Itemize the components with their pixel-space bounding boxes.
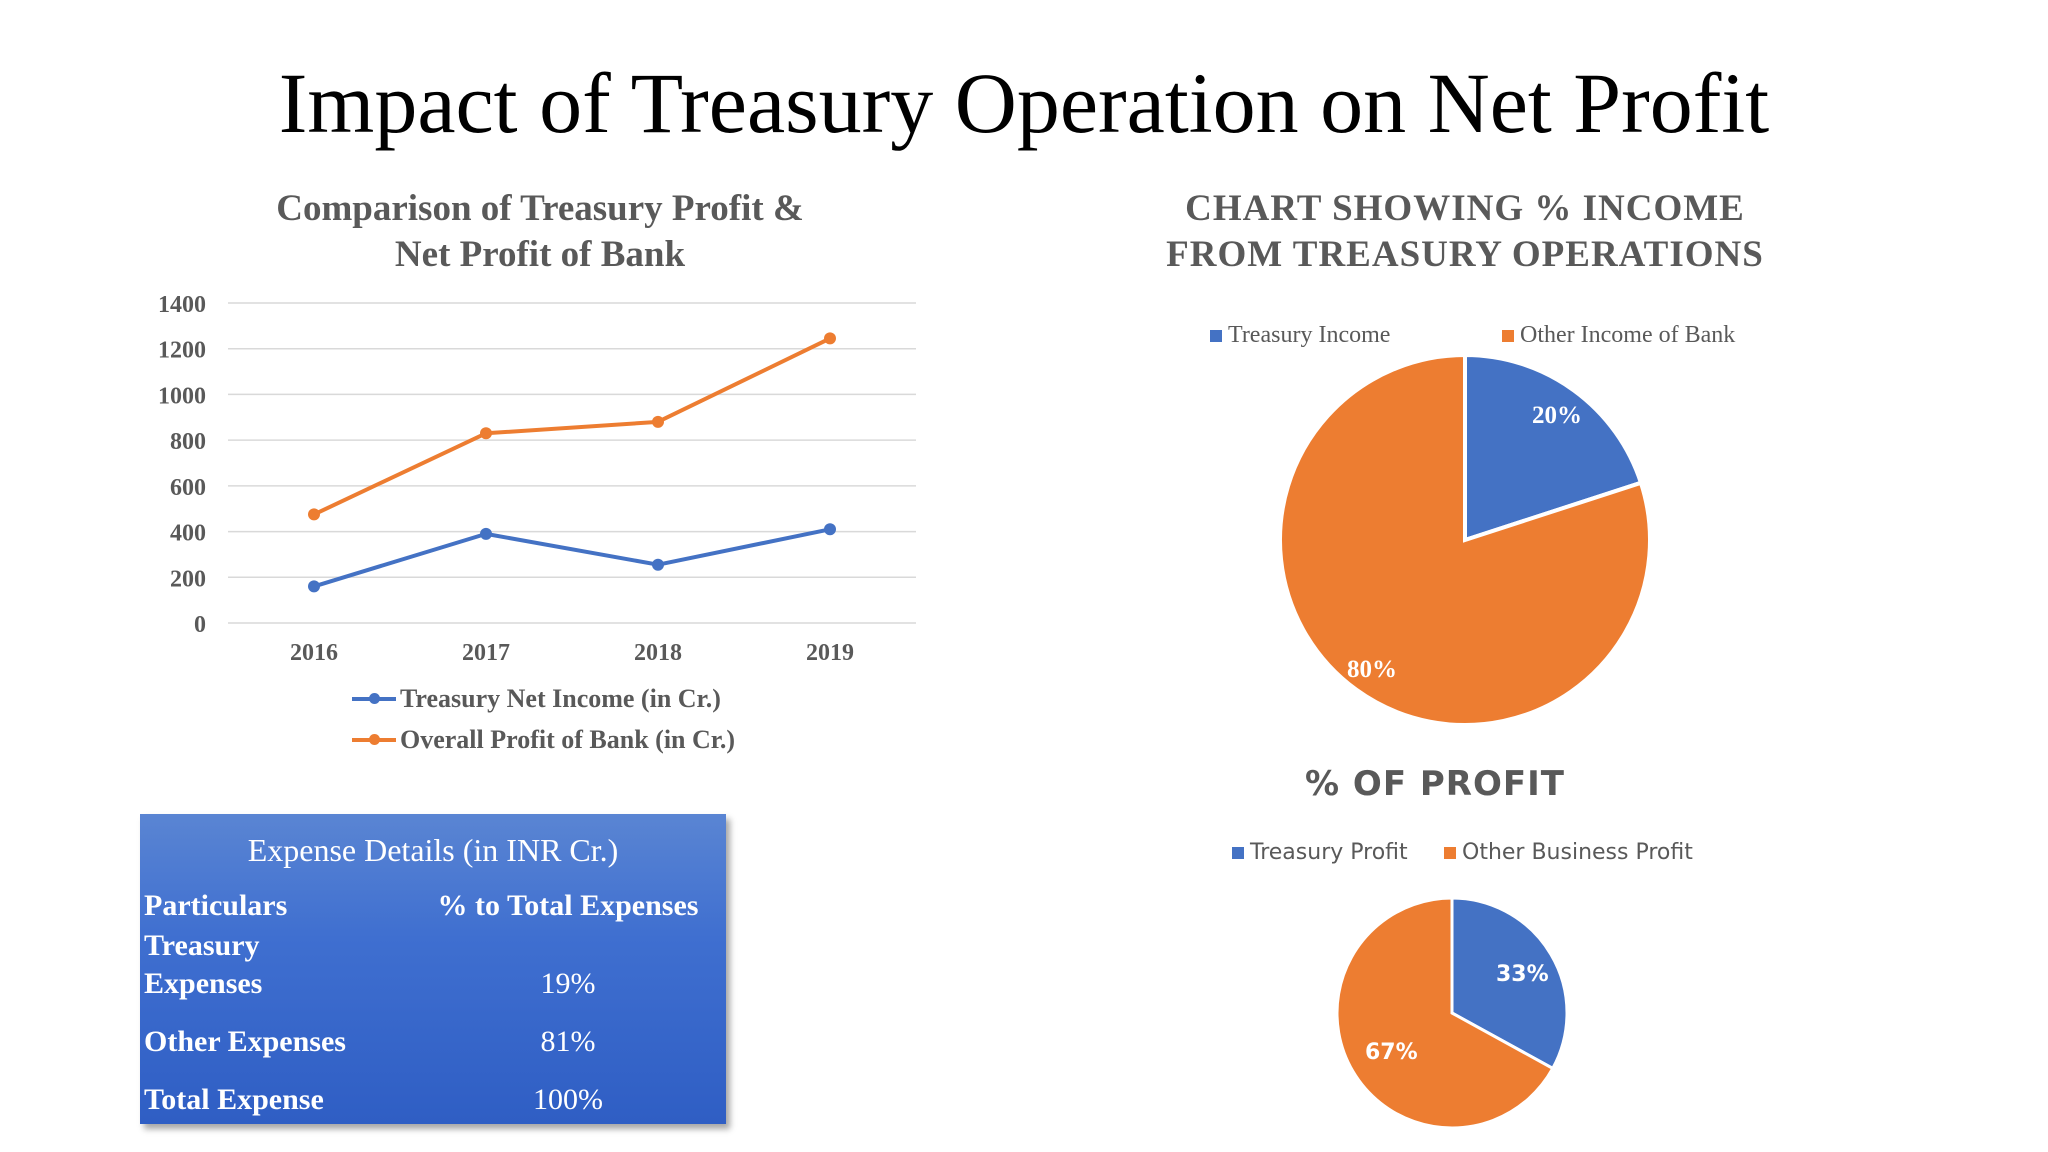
table-row-1-particular-line-1: Treasury — [144, 929, 260, 962]
data-point-series-2 — [308, 508, 320, 521]
legend-line-marker-blue — [352, 693, 396, 704]
data-point-series-1 — [824, 523, 836, 536]
line-chart-title-line-1: Comparison of Treasury Profit & — [276, 188, 804, 229]
legend-square-blue — [1232, 846, 1244, 859]
expense-table: Expense Details (in INR Cr.) Particulars… — [140, 814, 726, 1124]
y-tick-label: 0 — [194, 612, 206, 638]
pie2-chart-title: % OF PROFIT — [1305, 764, 1565, 804]
pie1-legend-label-2: Other Income of Bank — [1520, 322, 1736, 348]
slide-title: Impact of Treasury Operation on Net Prof… — [278, 55, 1770, 151]
pie2-legend-item-1: Treasury Profit — [1232, 840, 1408, 865]
y-tick-label: 400 — [170, 521, 206, 547]
pie-slice-2 — [1278, 352, 1652, 727]
data-point-series-1 — [308, 580, 320, 593]
data-point-series-1 — [652, 558, 664, 571]
table-row-1-value: 19% — [540, 967, 596, 1000]
table-row-1-particular-line-2: Expenses — [144, 967, 263, 1000]
pie-slice-1 — [1450, 896, 1569, 1071]
pie1-title-line-1: CHART SHOWING % INCOME — [1185, 188, 1745, 229]
x-tick-label: 2016 — [290, 640, 338, 666]
pie2-slice-label-2: 67% — [1365, 1040, 1418, 1065]
series-line-1 — [313, 527, 831, 589]
legend-square-orange — [1444, 846, 1456, 859]
x-tick-label: 2019 — [806, 640, 854, 666]
data-point-series-1 — [480, 527, 492, 540]
legend-square-orange — [1502, 329, 1514, 342]
y-tick-label: 1200 — [158, 338, 206, 364]
table-row-2-value: 81% — [540, 1025, 596, 1058]
y-tick-label: 200 — [170, 566, 206, 592]
data-point-series-2 — [652, 415, 664, 428]
x-tick-label: 2017 — [462, 640, 510, 666]
pie1-legend-item-1: Treasury Income — [1210, 322, 1390, 349]
pie1-legend-label-1: Treasury Income — [1228, 322, 1391, 348]
y-tick-label: 600 — [170, 475, 206, 501]
pie1-slice-label-1: 20% — [1532, 402, 1582, 429]
table-header-percent: % to Total Expenses — [437, 889, 699, 922]
pie1-slice-label-2: 80% — [1347, 656, 1397, 683]
line-chart-title: Comparison of Treasury Profit & Net Prof… — [180, 186, 900, 278]
table-row-3-value: 100% — [533, 1083, 603, 1116]
series-line-2 — [313, 336, 831, 517]
pie2-legend-label-2: Other Business Profit — [1462, 840, 1693, 865]
legend-square-blue — [1210, 329, 1222, 342]
table-title: Expense Details (in INR Cr.) — [247, 832, 619, 868]
line-legend-item-2: Overall Profit of Bank (in Cr.) — [352, 725, 735, 755]
table-row-3-particular: Total Expense — [144, 1083, 324, 1116]
y-tick-label: 800 — [170, 429, 206, 455]
table-header-particulars: Particulars — [144, 889, 288, 922]
line-legend-label-1: Treasury Net Income (in Cr.) — [400, 684, 721, 713]
line-legend-item-1: Treasury Net Income (in Cr.) — [352, 684, 721, 714]
pie2-slice-label-1: 33% — [1496, 962, 1549, 987]
pie2-legend-item-2: Other Business Profit — [1444, 840, 1693, 865]
legend-line-marker-orange — [352, 734, 396, 745]
data-point-series-2 — [480, 427, 492, 440]
pie1-title-line-2: FROM TREASURY OPERATIONS — [1166, 234, 1764, 275]
data-point-series-2 — [824, 332, 836, 345]
line-chart-title-line-2: Net Profit of Bank — [394, 234, 686, 275]
pie1-chart-title: CHART SHOWING % INCOME FROM TREASURY OPE… — [1100, 186, 1830, 278]
line-legend-label-2: Overall Profit of Bank (in Cr.) — [400, 725, 736, 754]
pie1-legend-item-2: Other Income of Bank — [1502, 322, 1735, 349]
x-tick-label: 2018 — [634, 640, 682, 666]
table-row-2-particular: Other Expenses — [144, 1025, 346, 1058]
y-tick-label: 1000 — [158, 383, 206, 409]
pie2-legend-label-1: Treasury Profit — [1250, 840, 1408, 865]
y-tick-label: 1400 — [158, 292, 206, 318]
pie-slice-2 — [1335, 896, 1555, 1130]
pie-slice-1 — [1463, 352, 1644, 543]
